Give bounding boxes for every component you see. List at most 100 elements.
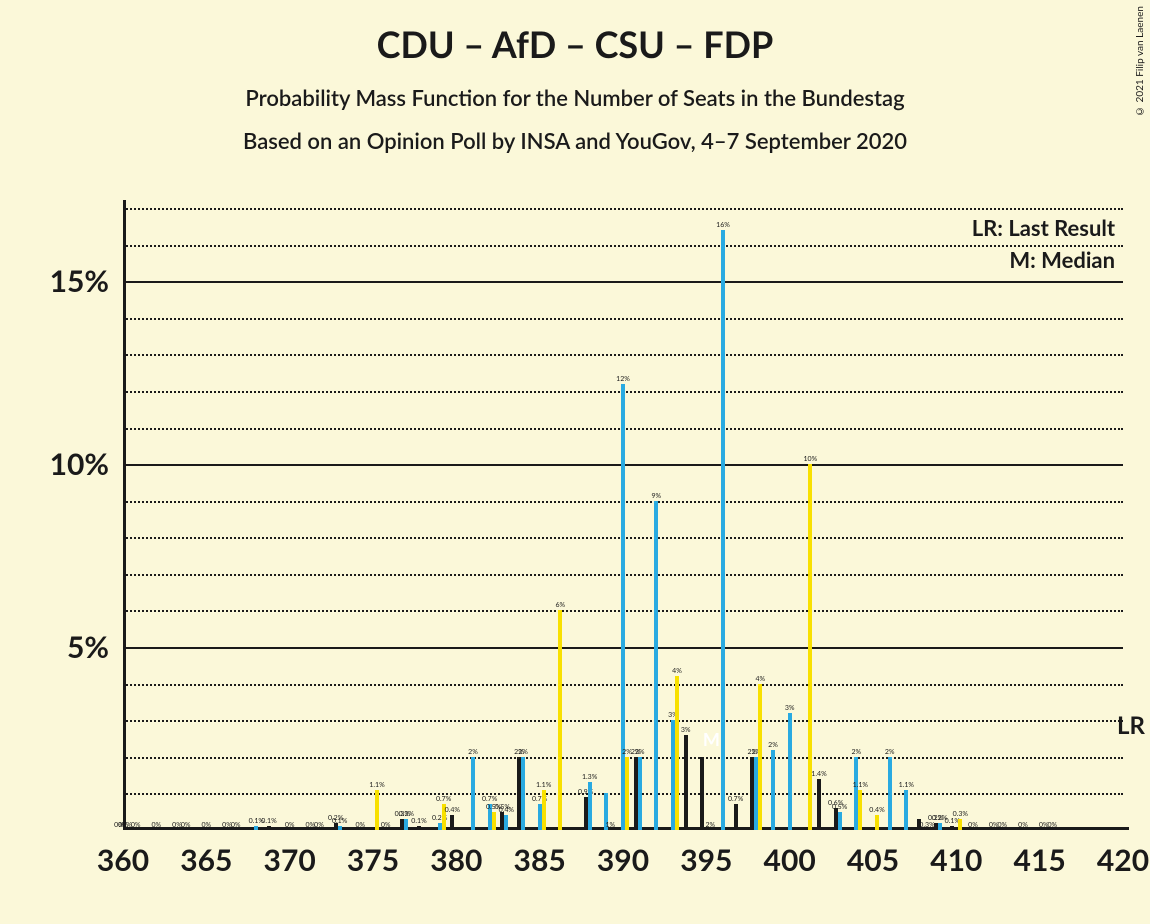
bar-value-label: 0% bbox=[201, 822, 211, 830]
bar-value-label: 2% bbox=[851, 749, 861, 757]
bar-series-b: 1.1% bbox=[904, 790, 908, 830]
bar-series-a: 0.1% bbox=[950, 826, 954, 830]
bar-series-b: 2% bbox=[771, 750, 775, 830]
bar-series-b: 2% bbox=[638, 757, 642, 830]
bar-group: 3%4% bbox=[667, 676, 679, 830]
bar-value-label: 1.3% bbox=[582, 774, 597, 782]
y-axis-label: 15% bbox=[50, 263, 123, 299]
bar-group: 1% bbox=[600, 793, 612, 830]
bar-group: 2%2% bbox=[634, 757, 646, 830]
bar-value-label: 0% bbox=[997, 822, 1007, 830]
gridline-minor bbox=[123, 208, 1123, 210]
bar-value-label: 12% bbox=[616, 376, 630, 384]
bar-group: 0.1% 0.3% bbox=[950, 819, 962, 830]
x-axis-label: 405 bbox=[847, 830, 899, 878]
x-axis-label: 390 bbox=[597, 830, 649, 878]
bar-series-b: 0.1% bbox=[338, 826, 342, 830]
x-axis-label: 385 bbox=[514, 830, 566, 878]
bar-series-c: 4% bbox=[675, 676, 679, 830]
gridline-minor bbox=[123, 245, 1123, 247]
bar-value-label: 0% bbox=[1018, 822, 1028, 830]
legend-median: M: Median bbox=[1009, 246, 1115, 273]
bar-value-label: 0% bbox=[1047, 822, 1057, 830]
bar-group: 0.7%1.1% bbox=[534, 790, 546, 830]
bar-value-label: 0% bbox=[314, 822, 324, 830]
bar-group: 0.1% bbox=[417, 826, 429, 830]
bar-group: 2% bbox=[467, 757, 479, 830]
bar-value-label: 1.1% bbox=[369, 782, 384, 790]
gridline-minor bbox=[123, 318, 1123, 320]
bar-value-label: 1.4% bbox=[811, 771, 826, 779]
bar-group: 0.2%0.1% bbox=[334, 823, 346, 830]
bar-group: 9% bbox=[650, 501, 662, 830]
bar-group: 2%1.1% bbox=[850, 757, 862, 830]
bar-group: 0.5%0.4% bbox=[500, 812, 512, 830]
bar-value-label: 0.1% bbox=[332, 818, 347, 826]
x-axis-label: 395 bbox=[680, 830, 732, 878]
bar-value-label: 10% bbox=[803, 456, 817, 464]
bar-series-a: 1.4% bbox=[817, 779, 821, 830]
bar-value-label: 0% bbox=[231, 822, 241, 830]
y-axis-label: 10% bbox=[50, 446, 123, 482]
bar-series-b: 0.1% bbox=[254, 826, 258, 830]
x-axis-label: 410 bbox=[930, 830, 982, 878]
bar-series-a: 3% bbox=[684, 735, 688, 830]
bar-series-b: 2% bbox=[471, 757, 475, 830]
bar-value-label: 0.7% bbox=[436, 796, 451, 804]
bar-value-label: 0% bbox=[381, 822, 391, 830]
bar-series-c: 0.3% bbox=[958, 819, 962, 830]
bar-group: 0.4% bbox=[450, 815, 462, 830]
bar-value-label: 1.1% bbox=[853, 782, 868, 790]
x-axis-label: 400 bbox=[764, 830, 816, 878]
bar-value-label: 0% bbox=[968, 822, 978, 830]
bar-value-label: 2% bbox=[705, 822, 715, 830]
bar-series-b: 9% bbox=[654, 501, 658, 830]
x-axis-label: 420 bbox=[1097, 830, 1149, 878]
bar-group: 1.1% bbox=[900, 790, 912, 830]
bar-value-label: 0.5% bbox=[832, 804, 847, 812]
bar-group: 0.1% bbox=[250, 826, 262, 830]
bar-value-label: 0% bbox=[285, 822, 295, 830]
bar-series-b: 0.5% bbox=[838, 812, 842, 830]
bar-value-label: 4% bbox=[755, 676, 765, 684]
x-axis-label: 370 bbox=[264, 830, 316, 878]
bar-series-a: 0.1% bbox=[267, 826, 271, 830]
y-axis-label: 5% bbox=[67, 629, 123, 665]
bar-value-label: 0% bbox=[181, 822, 191, 830]
bar-value-label: 2% bbox=[518, 749, 528, 757]
bar-group: 1.1% bbox=[367, 790, 379, 830]
bar-series-c: 4% bbox=[758, 684, 762, 830]
bar-value-label: 0.3% bbox=[919, 822, 934, 830]
bar-group: 0.9%1.3% bbox=[584, 782, 596, 830]
bar-series-b: 0.4% bbox=[504, 815, 508, 830]
bar-value-label: 0.1% bbox=[411, 818, 426, 826]
lr-marker: LR bbox=[1117, 711, 1145, 740]
bar-value-label: 0% bbox=[151, 822, 161, 830]
bar-group: 3% bbox=[784, 713, 796, 830]
bar-group: 0.4% bbox=[867, 815, 879, 830]
bar-series-b: 2% bbox=[521, 757, 525, 830]
bar-series-b: 2% bbox=[888, 757, 892, 830]
bar-group: 0.6%0.5% bbox=[834, 808, 846, 830]
bar-series-c: 1.1% bbox=[375, 790, 379, 830]
bar-value-label: 0.1% bbox=[261, 818, 276, 826]
bar-group: 0.7% bbox=[734, 804, 746, 830]
bar-value-label: 16% bbox=[716, 222, 730, 230]
bar-series-a: 0.7% bbox=[734, 804, 738, 830]
bar-value-label: 4% bbox=[672, 668, 682, 676]
bar-value-label: 6% bbox=[555, 602, 565, 610]
bar-series-c: 2% bbox=[625, 757, 629, 830]
bar-value-label: 1% bbox=[605, 822, 615, 830]
bar-value-label: 1.1% bbox=[536, 782, 551, 790]
bar-group: 2% bbox=[700, 757, 712, 830]
bar-value-label: 0.4% bbox=[869, 807, 884, 815]
bar-value-label: 0.3% bbox=[953, 811, 968, 819]
bar-series-b: 3% bbox=[788, 713, 792, 830]
bar-value-label: 0.4% bbox=[445, 807, 460, 815]
bar-value-label: 3% bbox=[681, 727, 691, 735]
chart-subtitle-1: Probability Mass Function for the Number… bbox=[0, 66, 1150, 111]
copyright-text: © 2021 Filip van Laenen bbox=[1134, 6, 1146, 117]
bar-group: 2%2%4% bbox=[750, 684, 762, 830]
legend-last-result: LR: Last Result bbox=[972, 214, 1115, 241]
bar-series-c: 0.4% bbox=[875, 815, 879, 830]
